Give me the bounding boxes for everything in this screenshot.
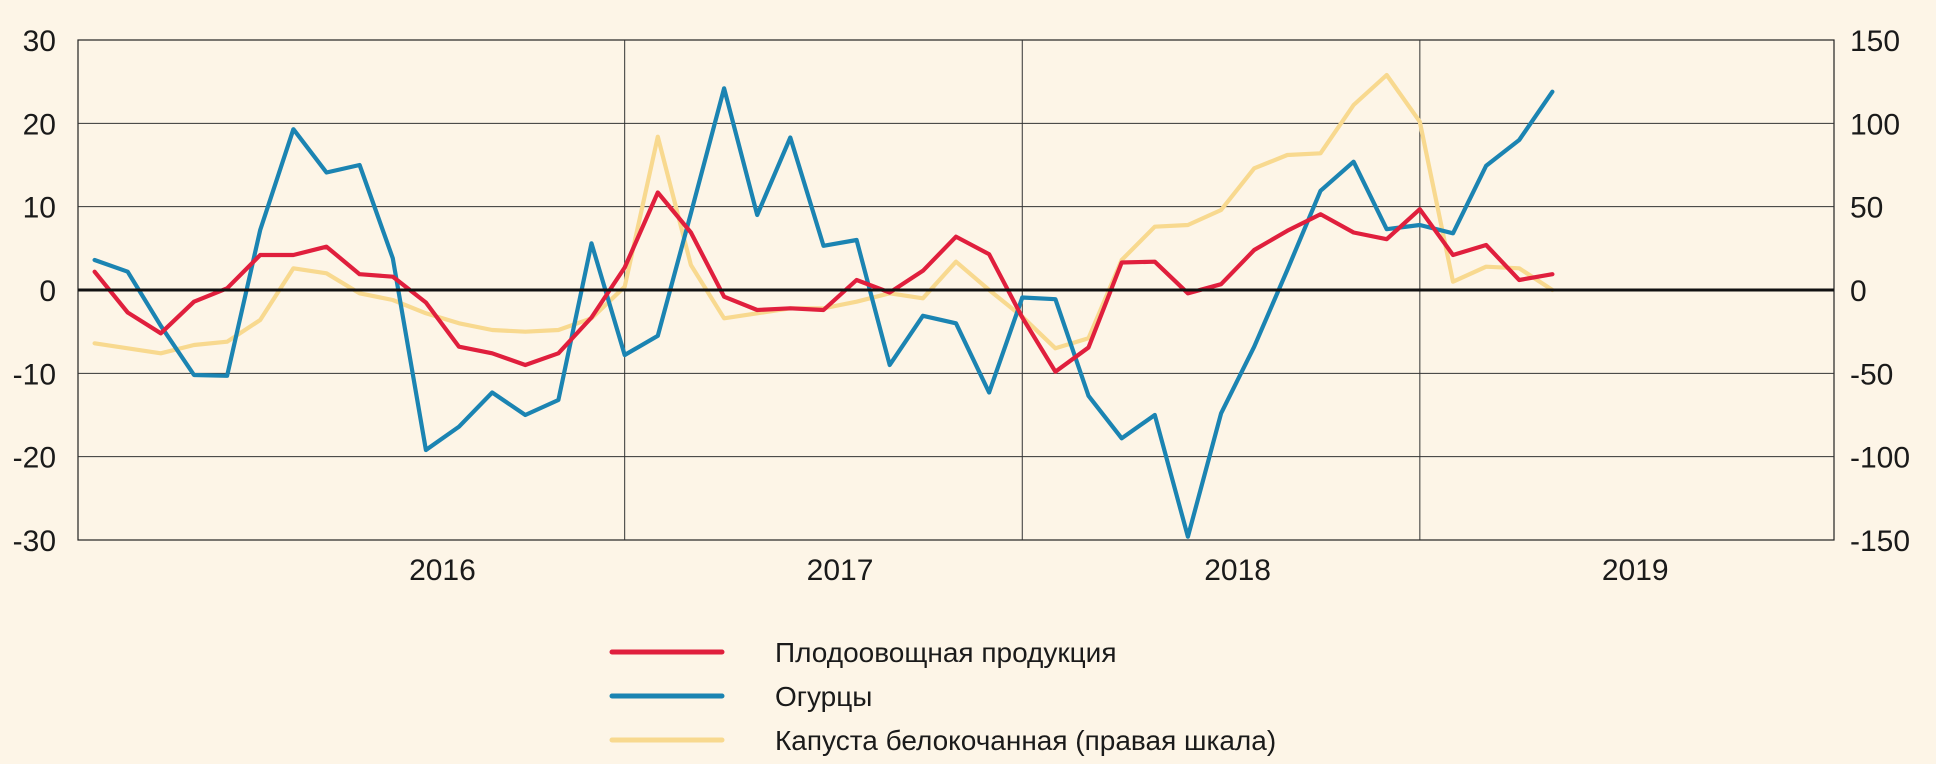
series-line-0 — [92, 190, 1555, 374]
legend-label-1: Огурцы — [775, 681, 872, 712]
x-tick-label: 2018 — [1204, 554, 1271, 587]
y-right-tick-label: 150 — [1850, 25, 1900, 58]
legend-label-0: Плодоовощная продукция — [775, 637, 1116, 668]
y-right-tick-label: 50 — [1850, 192, 1883, 225]
y-right-tick-label: 0 — [1850, 275, 1867, 308]
y-left-tick-label: -20 — [13, 442, 56, 475]
x-tick-label: 2016 — [409, 554, 476, 587]
series-line-1 — [92, 86, 1555, 539]
y-left-tick-label: 20 — [23, 108, 56, 141]
y-left-tick-label: 30 — [23, 25, 56, 58]
y-right-tick-label: -50 — [1850, 358, 1893, 391]
x-tick-label: 2017 — [807, 554, 874, 587]
y-left-tick-label: 0 — [39, 275, 56, 308]
series-lines — [92, 72, 1555, 539]
y-left-tick-label: -30 — [13, 525, 56, 558]
y-axis-left: -30 -20 -10 0 10 20 30 — [13, 25, 56, 558]
legend-label-2: Капуста белокочанная (правая шкала) — [775, 725, 1276, 756]
legend: Плодоовощная продукция Огурцы Капуста бело… — [609, 637, 1276, 756]
x-axis: 2016 2017 2018 2019 — [409, 554, 1669, 587]
y-right-tick-label: -100 — [1850, 442, 1910, 475]
y-left-tick-label: 10 — [23, 192, 56, 225]
x-tick-label: 2019 — [1602, 554, 1669, 587]
y-right-tick-label: 100 — [1850, 108, 1900, 141]
y-axis-right: -150 -100 -50 0 50 100 150 — [1850, 25, 1910, 558]
y-left-tick-label: -10 — [13, 358, 56, 391]
y-right-tick-label: -150 — [1850, 525, 1910, 558]
